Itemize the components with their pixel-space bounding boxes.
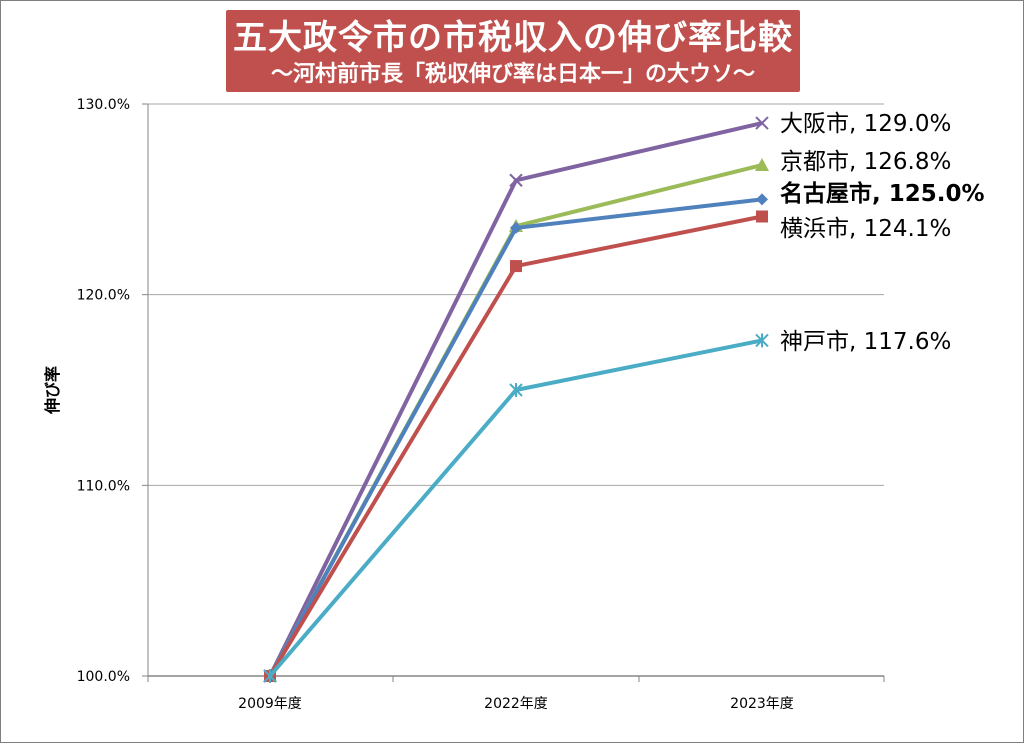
title-banner: 五大政令市の市税収入の伸び率比較 ～河村前市長「税収伸び率は日本一」の大ウソ～ — [226, 10, 800, 92]
y-tick-label: 130.0% — [77, 97, 130, 113]
series-end-value: , 126.8% — [849, 149, 951, 175]
y-tick-labels: 100.0% 110.0% 120.0% 130.0% — [77, 97, 130, 685]
series-line — [268, 214, 763, 678]
series-end-value: , 125.0% — [872, 181, 985, 207]
y-tick-label: 100.0% — [77, 669, 130, 685]
data-point — [755, 158, 769, 172]
series-end-labels: 大阪市, 129.0%京都市, 126.8%名古屋市, 125.0%横浜市, 1… — [780, 111, 985, 355]
series-end-label: 横浜市, 124.1% — [780, 216, 951, 242]
series-end-value: , 117.6% — [849, 329, 951, 355]
series-name: 神戸市 — [780, 329, 849, 355]
data-point — [509, 383, 523, 397]
x-tick-label: 2009年度 — [238, 696, 302, 712]
series-end-label: 神戸市, 117.6% — [780, 329, 951, 355]
series-lines — [263, 116, 769, 683]
series-line — [268, 163, 763, 677]
series-end-value: , 129.0% — [849, 111, 951, 137]
series-name: 名古屋市 — [780, 180, 872, 207]
data-point — [510, 221, 522, 234]
data-point — [755, 333, 769, 348]
y-axis-label: 伸び率 — [43, 366, 62, 415]
series-name: 京都市 — [780, 149, 849, 175]
data-point — [509, 173, 523, 187]
series-name: 横浜市 — [780, 216, 849, 242]
data-point — [756, 193, 768, 206]
series-end-label: 大阪市, 129.0% — [780, 111, 951, 137]
data-point — [510, 260, 522, 273]
x-tick-label: 2022年度 — [484, 696, 548, 712]
data-point — [755, 116, 769, 130]
series-end-label: 京都市, 126.8% — [780, 149, 951, 175]
x-tick-labels: 2009年度 2022年度 2023年度 — [238, 696, 794, 712]
y-tick-label: 120.0% — [77, 288, 130, 304]
chart-subtitle: ～河村前市長「税収伸び率は日本一」の大ウソ～ — [270, 62, 755, 87]
chart-title: 五大政令市の市税収入の伸び率比較 — [233, 18, 793, 58]
y-tick-label: 110.0% — [77, 478, 130, 494]
x-tick-label: 2023年度 — [730, 696, 794, 712]
data-point — [263, 669, 277, 683]
data-point — [756, 210, 768, 223]
series-name: 大阪市 — [780, 111, 849, 137]
series-end-label: 名古屋市, 125.0% — [780, 180, 985, 207]
series-end-value: , 124.1% — [849, 216, 951, 242]
